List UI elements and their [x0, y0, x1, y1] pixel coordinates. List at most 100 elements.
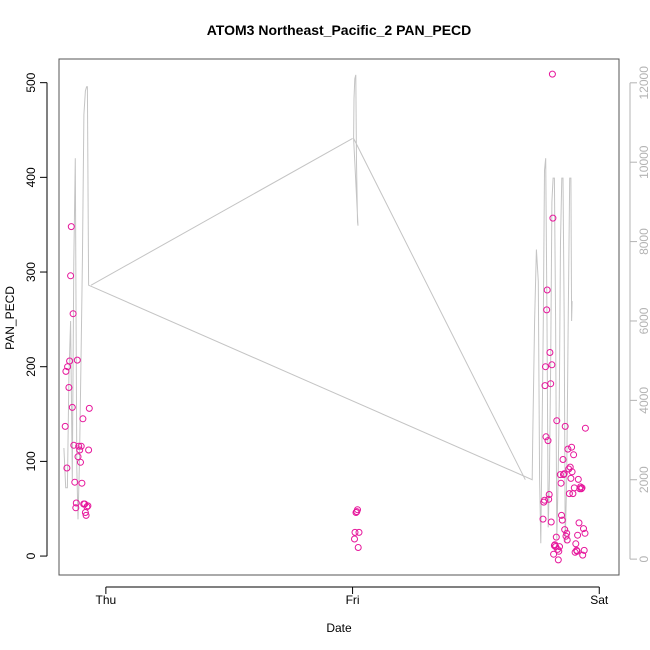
- data-point: [557, 479, 565, 487]
- line-series-2: [90, 137, 353, 286]
- data-point: [572, 540, 580, 548]
- data-point: [581, 424, 589, 432]
- data-point: [547, 380, 555, 388]
- y2-tick-label: 10000: [637, 145, 650, 179]
- data-point: [82, 511, 90, 519]
- data-point: [545, 491, 553, 498]
- y-tick-label: 500: [24, 72, 38, 92]
- data-point: [83, 503, 91, 511]
- data-point: [560, 470, 568, 478]
- data-point: [561, 526, 569, 534]
- data-point: [550, 550, 558, 558]
- y2-tick-label: 2000: [637, 466, 650, 493]
- y-axis-label: PAN_PECD: [3, 286, 17, 350]
- data-point: [548, 70, 556, 78]
- y2-axis: 0 2000 4000 6000 8000 10000 12000: [629, 66, 650, 562]
- y2-tick-label: 4000: [637, 387, 650, 414]
- x-axis-label: Date: [326, 621, 352, 635]
- data-point: [546, 349, 554, 356]
- data-point: [71, 478, 79, 486]
- data-point: [560, 471, 567, 479]
- data-point: [73, 356, 81, 364]
- data-point: [567, 474, 575, 482]
- data-point: [566, 463, 574, 471]
- data-point: [62, 367, 70, 375]
- data-point: [543, 306, 551, 314]
- data-point: [570, 451, 578, 459]
- data-point: [67, 223, 75, 231]
- data-point: [555, 547, 563, 555]
- data-point: [556, 543, 563, 551]
- data-point: [568, 468, 576, 476]
- data-point: [578, 484, 586, 492]
- data-point: [577, 485, 585, 493]
- y-tick-label: 400: [24, 167, 38, 187]
- data-point: [79, 415, 87, 423]
- y-tick-label: 200: [24, 356, 38, 376]
- data-point: [581, 529, 589, 537]
- data-point: [351, 535, 358, 543]
- y2-tick-label: 12000: [637, 66, 650, 100]
- data-point: [563, 536, 571, 544]
- line-series-3: [353, 74, 526, 480]
- data-point: [549, 214, 557, 222]
- data-point: [575, 519, 583, 527]
- y-tick-label: 300: [24, 262, 38, 282]
- data-point: [542, 433, 550, 441]
- chart-title: ATOM3 Northeast_Pacific_2 PAN_PECD: [207, 22, 472, 38]
- data-point: [63, 464, 71, 472]
- data-point: [354, 544, 362, 551]
- data-point: [565, 490, 573, 498]
- y2-tick-label: 6000: [637, 307, 650, 334]
- data-point: [554, 556, 562, 564]
- data-point: [574, 475, 582, 483]
- x-tick-label: Fri: [346, 593, 360, 607]
- data-point: [559, 456, 567, 463]
- data-point: [544, 437, 552, 445]
- data-point: [65, 384, 73, 391]
- data-point: [84, 502, 92, 510]
- data-point: [563, 529, 571, 537]
- data-point: [548, 361, 556, 369]
- data-point: [552, 533, 560, 541]
- data-point: [568, 443, 576, 451]
- data-point: [85, 404, 93, 412]
- data-point: [580, 546, 588, 554]
- data-point: [570, 484, 578, 492]
- y-axis: 0 100 200 300 400 500: [24, 72, 48, 559]
- data-point: [355, 528, 363, 536]
- data-point: [74, 453, 82, 461]
- line-series-group: [63, 74, 573, 544]
- y2-tick-label: 8000: [637, 228, 650, 255]
- data-point: [542, 363, 549, 371]
- data-point: [556, 471, 564, 479]
- data-point: [77, 458, 84, 466]
- data-point: [579, 551, 587, 559]
- y2-tick-label: 0: [637, 555, 650, 562]
- data-point: [545, 495, 553, 503]
- data-point: [351, 528, 359, 536]
- data-point: [541, 496, 548, 504]
- data-point: [558, 511, 565, 519]
- data-point: [66, 357, 74, 365]
- data-point: [562, 532, 570, 540]
- data-point: [70, 441, 78, 449]
- data-point: [354, 506, 361, 514]
- data-point: [72, 499, 80, 507]
- data-point: [553, 417, 561, 425]
- data-point: [580, 525, 587, 533]
- data-point: [68, 403, 76, 411]
- y-tick-label: 100: [24, 451, 38, 471]
- points-group: [61, 70, 589, 564]
- data-point: [573, 547, 581, 555]
- data-point: [69, 310, 77, 318]
- line-series-1: [63, 86, 573, 544]
- data-point: [547, 518, 555, 526]
- data-point: [574, 531, 582, 539]
- data-point: [558, 516, 566, 524]
- data-point: [561, 422, 569, 430]
- data-point: [76, 446, 84, 454]
- data-point: [75, 442, 83, 450]
- data-point: [539, 515, 547, 523]
